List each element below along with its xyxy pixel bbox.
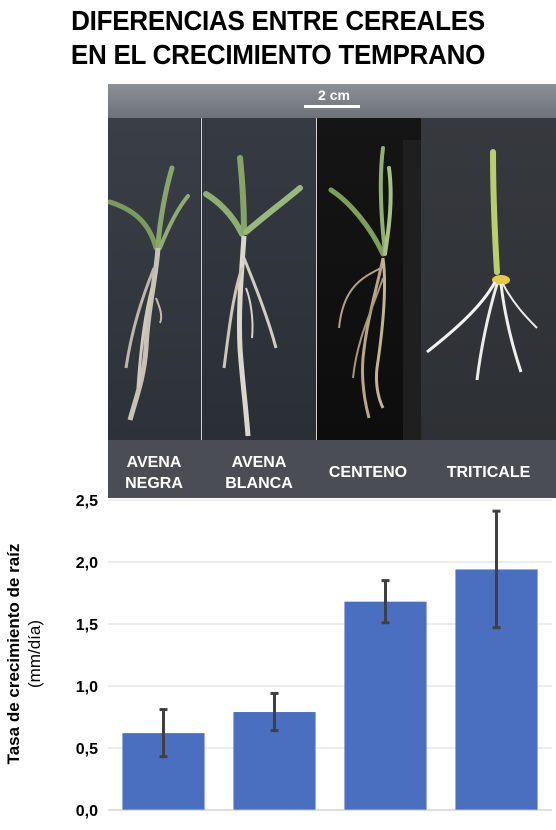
panel-label-line: BLANCA [225,475,293,492]
seedling-avena-blanca-drawing [203,155,303,437]
photo-panel-centeno [316,118,421,440]
y-tick-label: 2,0 [76,555,98,572]
bar-centeno [344,601,427,810]
seedling-triticale-drawing [426,149,538,381]
photo-panel-triticale [421,118,556,440]
y-tick-label: 1,5 [76,617,98,634]
panel-label-centeno: CENTENO [316,462,420,483]
panel-label-avena-negra: AVENA NEGRA [108,452,200,494]
scale-bar-strip: 2 cm [108,84,556,118]
y-tick-label: 0,5 [76,741,98,758]
panel-label-avena-blanca: AVENA BLANCA [202,452,316,494]
title-line-2: EN EL CRECIMIENTO TEMPRANO [70,39,486,70]
seedling-avena-negra-drawing [108,165,190,421]
panel-label-line: AVENA [126,454,182,471]
panel-label-line: NEGRA [125,475,183,492]
figure-title: DIFERENCIAS ENTRE CEREALES EN EL CRECIMI… [19,4,536,72]
y-tick-label: 0,0 [76,803,98,820]
root-growth-bar-chart: 0,0 0,5 1,0 1,5 2,0 2,5 [76,493,552,820]
panel-label-triticale: TRITICALE [421,462,556,483]
panel-label-line: TRITICALE [446,464,531,481]
title-line-1: DIFERENCIAS ENTRE CEREALES [71,5,485,36]
y-tick-label: 1,0 [76,679,98,696]
scale-bar-label: 2 cm [318,87,350,103]
scale-bar-line [304,105,360,108]
seedling-centeno-drawing [328,140,421,440]
panel-label-strip: AVENA NEGRA AVENA BLANCA CENTENO TRITICA… [108,440,556,498]
y-tick-label: 2,5 [76,493,98,510]
seedling-photo: 2 cm [108,84,556,498]
panel-label-line: AVENA [231,454,287,471]
photo-panel-avena-blanca [201,118,316,440]
panel-label-line: CENTENO [328,464,408,481]
photo-panel-avena-negra [108,118,200,440]
